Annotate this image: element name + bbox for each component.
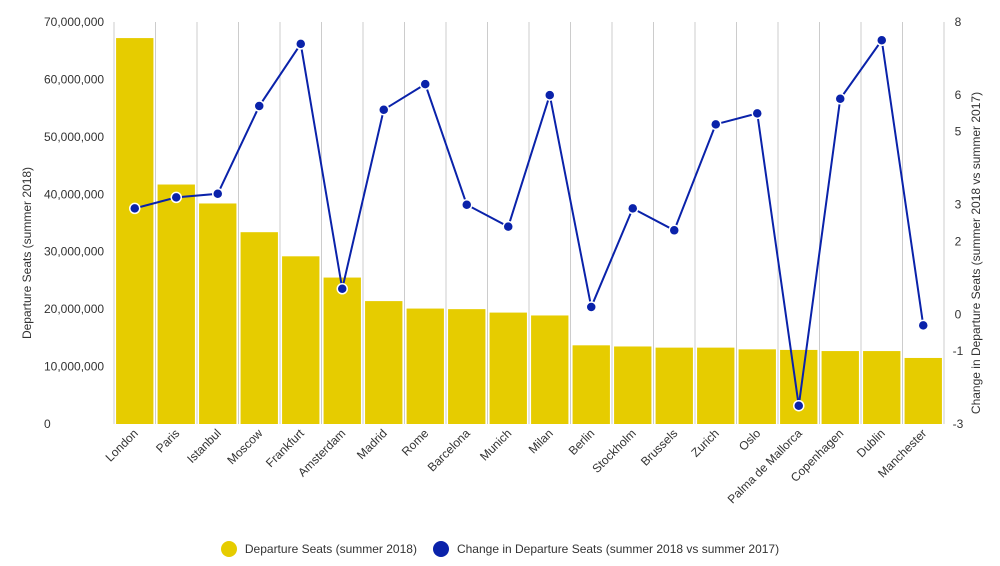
- gridlines: [113, 22, 945, 424]
- category-label: Stockholm: [589, 426, 639, 476]
- category-label: Berlin: [566, 426, 598, 458]
- bar[interactable]: [365, 301, 403, 424]
- category-label: Madrid: [354, 426, 390, 462]
- left-axis-ticks: 0 10,000,000 20,000,000 30,000,000 40,000,00…: [44, 15, 104, 431]
- legend-item-seats[interactable]: Departure Seats (summer 2018): [220, 541, 417, 557]
- category-label: Paris: [153, 426, 182, 455]
- bar[interactable]: [157, 184, 195, 424]
- bar[interactable]: [448, 309, 486, 424]
- bar[interactable]: [614, 346, 652, 424]
- bar[interactable]: [904, 357, 942, 424]
- right-tick-label: 8: [955, 15, 962, 29]
- bar[interactable]: [738, 349, 776, 424]
- left-tick-label: 70,000,000: [44, 15, 104, 29]
- left-tick-label: 40,000,000: [44, 187, 104, 201]
- bar[interactable]: [655, 347, 693, 424]
- line-path: [134, 37, 925, 406]
- left-tick-label: 20,000,000: [44, 302, 104, 316]
- bar[interactable]: [489, 312, 527, 424]
- category-label: Dublin: [854, 426, 888, 460]
- category-label: London: [103, 426, 141, 464]
- legend-label-seats: Departure Seats (summer 2018): [244, 542, 417, 556]
- line-point[interactable]: [419, 78, 431, 90]
- bar[interactable]: [282, 256, 320, 424]
- line-point[interactable]: [253, 100, 265, 112]
- right-tick-label: 3: [955, 198, 962, 212]
- category-label: Moscow: [224, 426, 265, 467]
- bar-series: [116, 38, 942, 424]
- category-label: Istanbul: [184, 426, 224, 466]
- category-label: Barcelona: [425, 426, 473, 474]
- bar[interactable]: [240, 232, 278, 424]
- line-point[interactable]: [129, 202, 141, 215]
- line-point[interactable]: [585, 301, 597, 313]
- line-point[interactable]: [295, 38, 307, 50]
- left-tick-label: 50,000,000: [44, 130, 104, 144]
- line-point[interactable]: [876, 34, 888, 47]
- right-axis-title: Change in Departure Seats (summer 2018 v…: [969, 92, 983, 414]
- legend-swatch-seats: [220, 541, 237, 557]
- category-label: Oslo: [736, 426, 764, 454]
- legend-item-change[interactable]: Change in Departure Seats (summer 2018 v…: [432, 541, 780, 557]
- line-point[interactable]: [668, 224, 680, 237]
- left-tick-label: 30,000,000: [44, 245, 104, 259]
- category-labels: London Paris Istanbul MoscowFrankfurtAmster…: [103, 426, 930, 507]
- left-axis-title: Departure Seats (summer 2018): [20, 167, 34, 339]
- bar[interactable]: [821, 351, 859, 424]
- category-label: Rome: [399, 426, 432, 459]
- right-tick-label: 0: [955, 307, 962, 321]
- line-point[interactable]: [378, 103, 390, 116]
- line-point[interactable]: [793, 399, 805, 412]
- category-label: Milan: [526, 426, 556, 456]
- left-tick-label: 0: [44, 417, 51, 431]
- line-point[interactable]: [170, 191, 182, 204]
- bar[interactable]: [863, 351, 901, 424]
- line-series: [129, 34, 929, 412]
- bar[interactable]: [116, 38, 154, 424]
- category-label: Zurich: [688, 426, 721, 459]
- line-point[interactable]: [502, 220, 514, 233]
- bar[interactable]: [572, 345, 610, 424]
- line-point[interactable]: [461, 198, 473, 211]
- bar[interactable]: [697, 347, 735, 424]
- category-label: Munich: [477, 426, 514, 463]
- left-tick-label: 10,000,000: [44, 360, 104, 374]
- bar[interactable]: [323, 277, 361, 424]
- bar[interactable]: [531, 315, 569, 424]
- bar[interactable]: [199, 203, 237, 424]
- right-tick-label: 5: [955, 125, 962, 139]
- legend-swatch-change: [432, 541, 449, 557]
- line-point[interactable]: [627, 202, 639, 215]
- right-tick-label: 6: [955, 88, 962, 102]
- line-point[interactable]: [917, 319, 929, 332]
- category-label: Palma de Mallorca: [725, 426, 805, 506]
- legend: Departure Seats (summer 2018) Change in …: [0, 538, 1000, 560]
- line-point[interactable]: [834, 92, 846, 105]
- legend-label-change: Change in Departure Seats (summer 2018 v…: [456, 542, 780, 556]
- category-label: Brussels: [638, 426, 680, 468]
- line-point[interactable]: [544, 89, 556, 101]
- line-point[interactable]: [751, 107, 763, 120]
- line-point[interactable]: [212, 188, 224, 200]
- right-tick-label: 2: [955, 234, 962, 248]
- left-tick-label: 60,000,000: [44, 72, 104, 86]
- right-tick-label: -3: [953, 417, 964, 431]
- right-axis-ticks: -3 -1 0 2 3 5 6 8: [953, 15, 964, 431]
- line-point[interactable]: [336, 283, 348, 295]
- bar[interactable]: [406, 308, 444, 424]
- line-point[interactable]: [710, 118, 722, 131]
- right-tick-label: -1: [953, 344, 964, 358]
- bar[interactable]: [780, 349, 818, 424]
